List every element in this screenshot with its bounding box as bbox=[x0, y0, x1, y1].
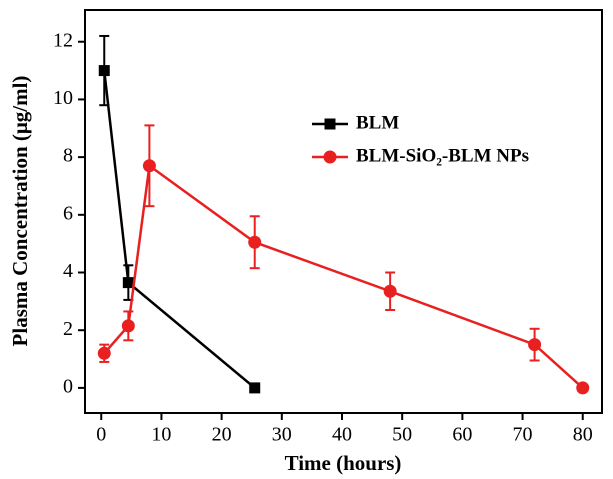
y-tick-label: 10 bbox=[53, 87, 73, 109]
data-point bbox=[142, 159, 156, 173]
data-point bbox=[528, 338, 542, 352]
legend-label: BLM-SiO₂-BLM NPs bbox=[356, 145, 529, 166]
x-tick-label: 50 bbox=[392, 424, 412, 446]
y-tick-label: 8 bbox=[63, 145, 73, 167]
data-point bbox=[122, 277, 134, 289]
x-tick-label: 20 bbox=[212, 424, 232, 446]
x-axis-label: Time (hours) bbox=[285, 451, 402, 475]
y-tick-label: 12 bbox=[53, 29, 73, 51]
x-tick-label: 80 bbox=[573, 424, 593, 446]
data-point bbox=[98, 65, 110, 77]
x-tick-label: 70 bbox=[513, 424, 533, 446]
y-tick-label: 0 bbox=[63, 375, 73, 397]
data-point bbox=[121, 319, 135, 333]
legend-marker bbox=[323, 150, 337, 164]
x-tick-label: 40 bbox=[332, 424, 352, 446]
legend-label: BLM bbox=[356, 112, 399, 133]
y-tick-label: 4 bbox=[63, 260, 73, 282]
x-tick-label: 30 bbox=[272, 424, 292, 446]
x-tick-label: 0 bbox=[96, 424, 106, 446]
data-point bbox=[249, 382, 261, 394]
data-point bbox=[383, 284, 397, 298]
x-tick-label: 60 bbox=[452, 424, 472, 446]
legend-marker bbox=[324, 118, 336, 130]
y-tick-label: 6 bbox=[63, 202, 73, 224]
data-point bbox=[97, 346, 111, 360]
y-axis-label: Plasma Concentration (μg/ml) bbox=[8, 76, 32, 347]
y-tick-label: 2 bbox=[63, 318, 73, 340]
plot-frame bbox=[84, 9, 603, 414]
data-point bbox=[248, 235, 262, 249]
x-tick-label: 10 bbox=[151, 424, 171, 446]
series-line bbox=[103, 163, 584, 389]
data-point bbox=[576, 381, 590, 395]
